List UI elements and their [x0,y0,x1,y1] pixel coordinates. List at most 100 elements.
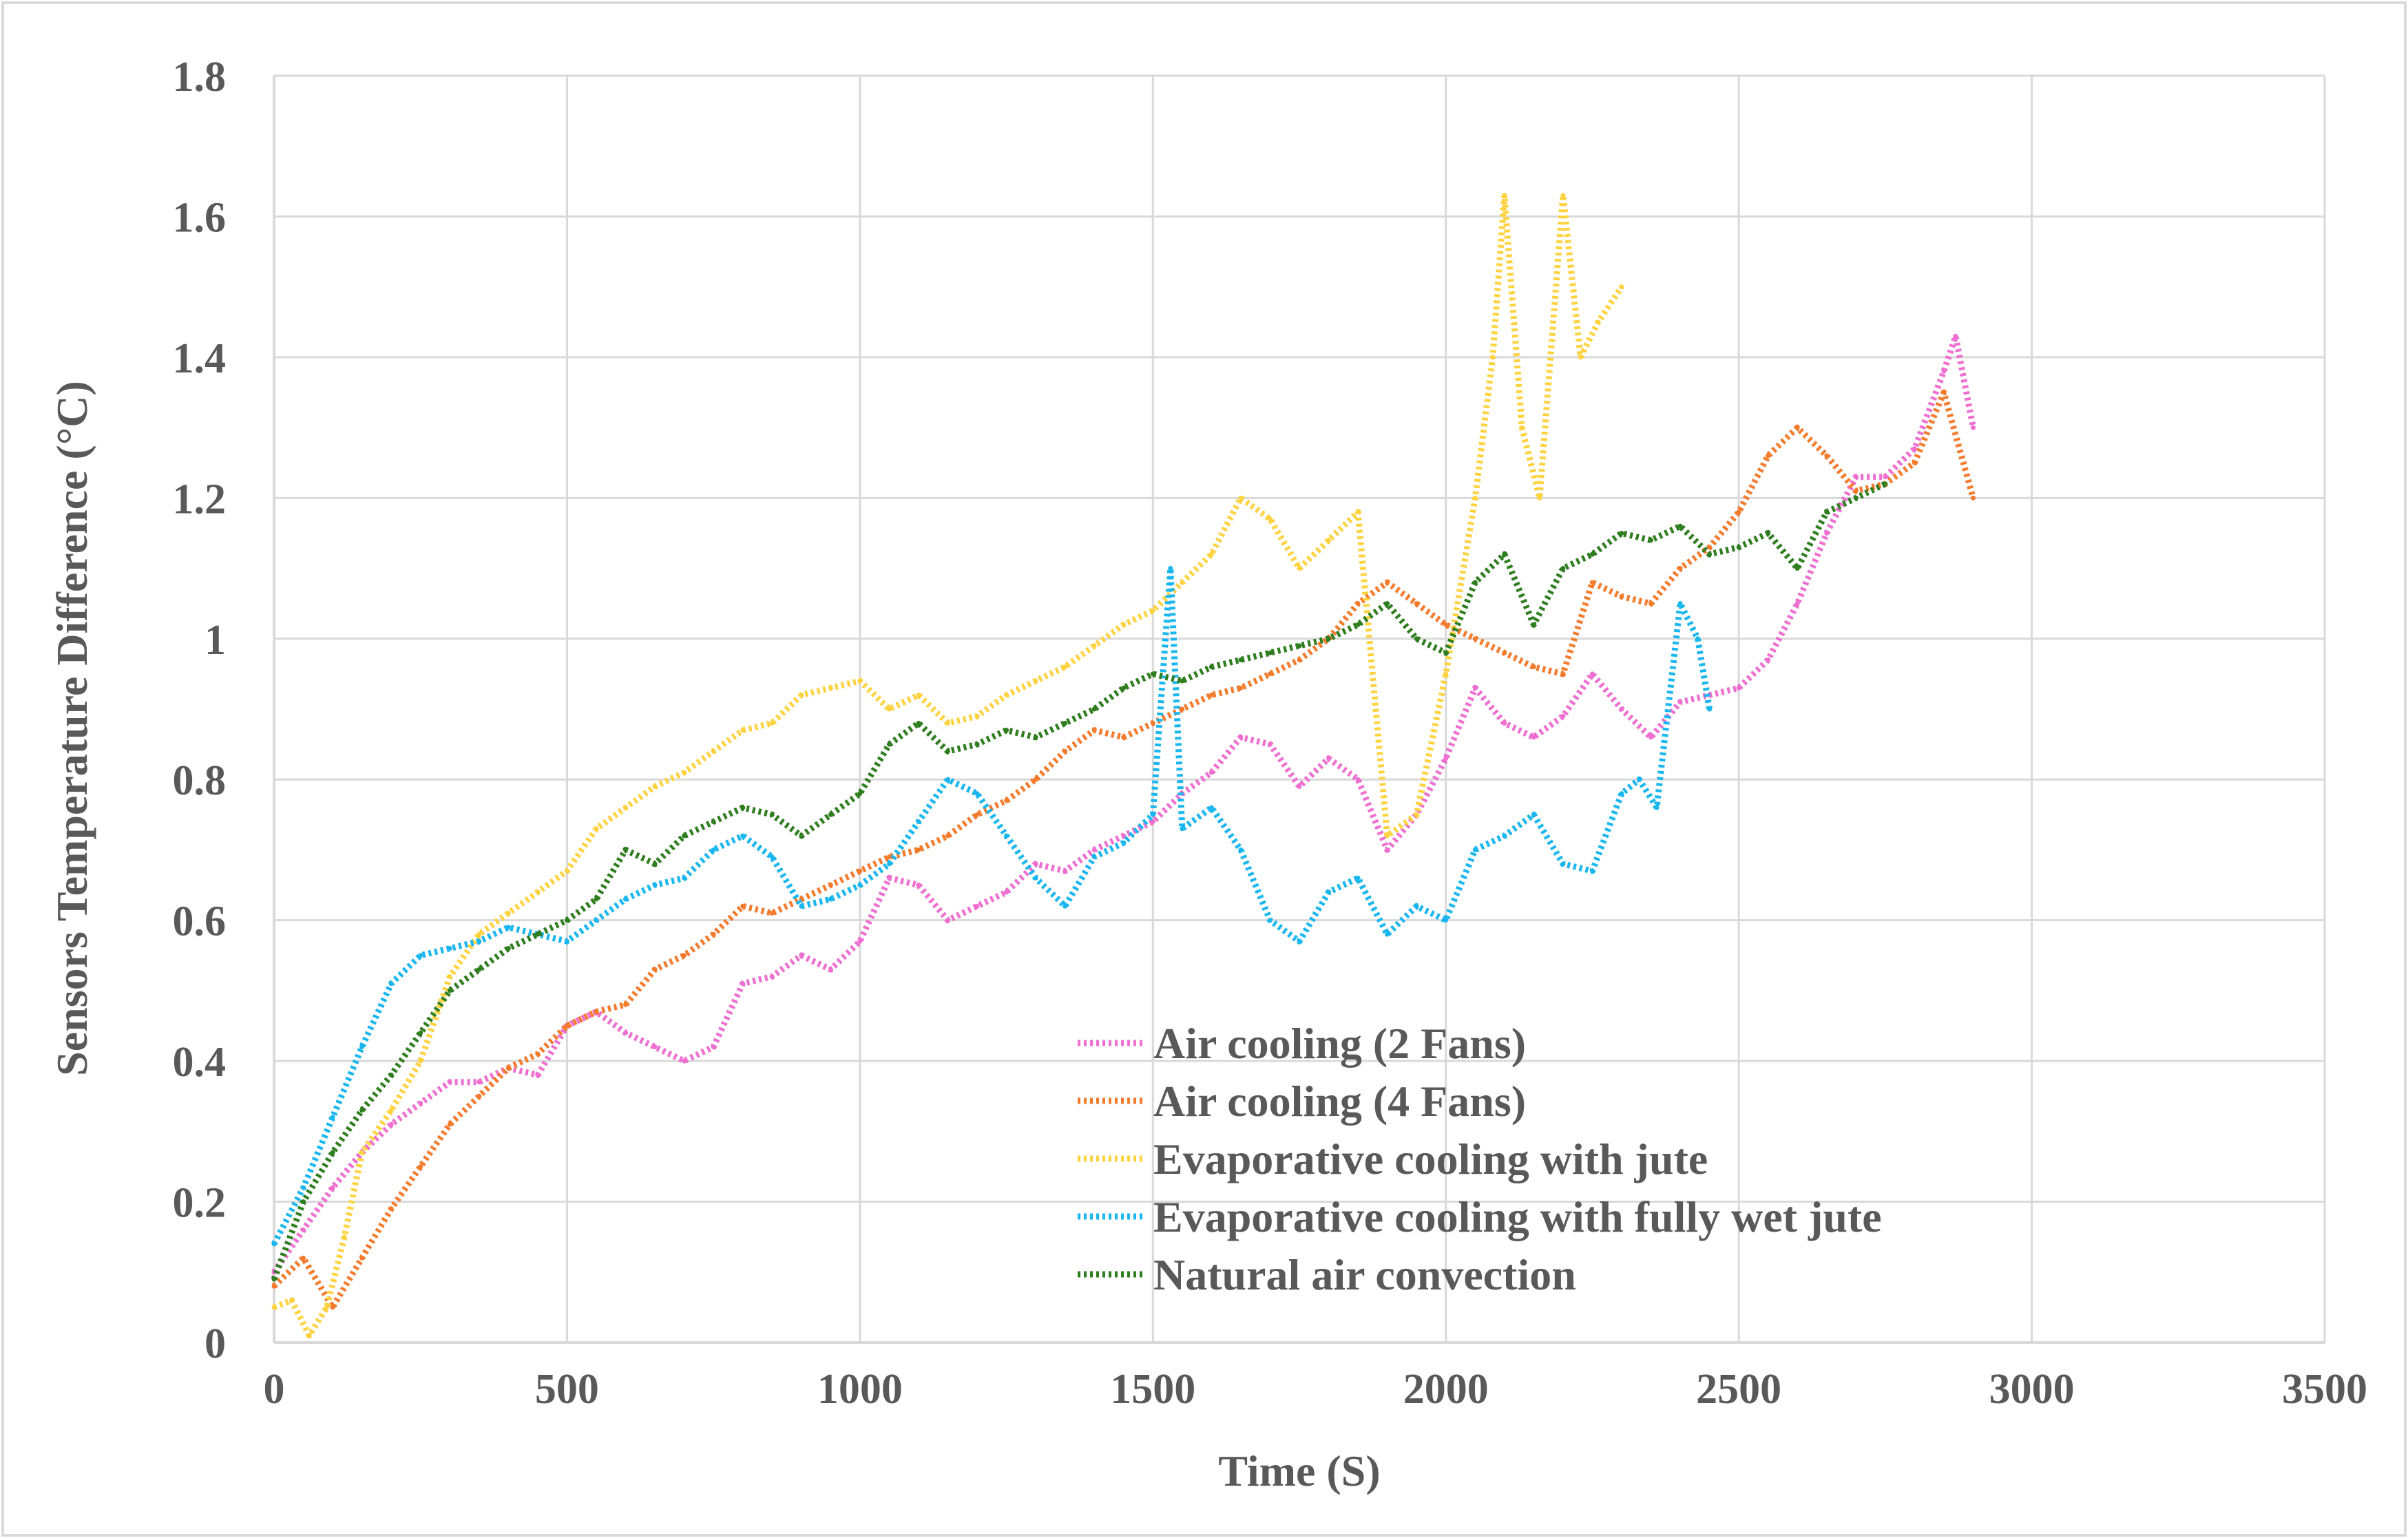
data-point [740,833,746,839]
data-point [623,805,629,810]
data-point [1912,446,1917,452]
data-point [1443,918,1449,923]
x-tick-label: 3000 [1989,1366,2075,1413]
x-tick-label: 2500 [1696,1366,1781,1413]
data-point [1033,678,1038,684]
data-point [828,812,833,817]
data-point [271,1283,277,1289]
data-point [1824,530,1830,536]
data-point [652,1044,658,1050]
data-point [828,967,833,972]
y-tick-label: 1 [205,617,226,664]
data-point [1208,805,1214,810]
data-point [1595,319,1601,325]
data-point [1619,593,1624,599]
data-point [828,883,833,888]
data-point [477,938,482,944]
legend-item: Natural air convection [1078,1250,1576,1299]
data-point [1150,819,1155,825]
data-point [1414,601,1419,607]
data-point [1385,931,1390,937]
data-point [1912,460,1917,465]
data-point [301,1255,306,1261]
data-point [1736,685,1741,691]
y-tick-label: 1.4 [173,335,227,382]
data-point [1004,798,1009,803]
data-point [1208,664,1214,670]
legend-item: Air cooling (2 Fans) [1078,1019,1526,1068]
data-point [1853,474,1859,480]
data-point [945,918,950,923]
data-point [711,748,716,754]
data-point [594,1009,599,1015]
data-point [1355,777,1361,782]
data-point [330,1305,335,1310]
data-point [1062,720,1068,726]
data-point [1121,622,1127,627]
data-point [1589,868,1595,874]
data-point [1267,650,1273,655]
data-point [271,1305,277,1310]
data-point [418,1100,423,1106]
data-point [342,1234,347,1240]
data-point [1766,657,1771,662]
x-tick-label: 1000 [817,1366,903,1413]
data-point [1970,425,1976,430]
data-point [1619,284,1624,290]
data-point [1502,833,1507,839]
data-point [1168,566,1173,571]
data-point [1537,495,1542,501]
data-point [1472,847,1478,852]
data-point [1121,833,1127,839]
data-point [1707,551,1713,557]
data-point [1502,650,1507,655]
data-point [1180,706,1185,712]
data-point [711,1044,716,1050]
legend-item: Air cooling (4 Fans) [1078,1077,1526,1126]
data-point [594,826,599,832]
series-5 [271,481,1888,1282]
data-point [1648,601,1654,607]
x-tick-label: 3500 [2282,1366,2367,1413]
data-point [1619,706,1624,712]
data-point [1531,735,1536,740]
data-point [1677,601,1683,607]
y-tick-label: 1.2 [173,476,227,523]
data-point [535,931,541,937]
data-point [886,741,892,747]
data-point [1326,636,1332,642]
data-point [886,875,892,881]
data-point [1883,474,1888,480]
data-point [1208,551,1214,557]
x-tick-label: 0 [264,1366,285,1413]
data-point [1472,636,1478,642]
data-point [1794,601,1800,607]
data-point [1560,566,1566,571]
data-point [418,1058,423,1064]
data-point [857,883,863,888]
data-point [623,1002,629,1007]
data-point [1443,622,1449,627]
data-point [505,910,511,916]
data-point [564,1023,569,1029]
y-tick-label: 0.8 [173,757,227,804]
data-point [652,967,658,972]
data-point [974,741,980,747]
data-point [505,1065,511,1071]
data-point [1695,636,1701,642]
data-point [388,1073,394,1078]
data-point [1766,530,1771,536]
data-point [1150,720,1155,726]
data-point [857,868,863,874]
data-point [1004,728,1009,733]
y-tick-label: 1.8 [173,54,227,101]
data-point [974,791,980,797]
data-point [1004,833,1009,839]
data-point [388,981,394,987]
gridlines [274,74,2326,1342]
data-point [769,812,775,817]
data-point [1297,566,1302,571]
